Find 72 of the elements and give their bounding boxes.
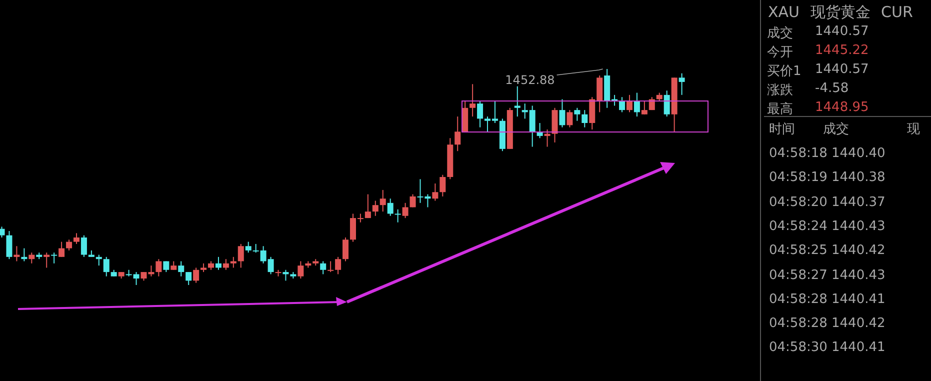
candlestick bbox=[80, 234, 87, 258]
text: 今开 1445.22 bbox=[767, 43, 869, 60]
candlestick bbox=[477, 100, 484, 128]
candlestick bbox=[103, 256, 110, 277]
candlestick bbox=[163, 260, 170, 273]
text: 时间 成交 现 bbox=[769, 122, 920, 137]
candlestick bbox=[387, 198, 394, 216]
candlestick bbox=[514, 86, 520, 118]
candlestick bbox=[222, 258, 229, 270]
candlestick bbox=[559, 98, 566, 128]
annotation: 1452.88 bbox=[505, 73, 555, 87]
text: 04:58:25 1440.42 bbox=[769, 243, 886, 258]
candlestick bbox=[0, 226, 5, 238]
candlestick bbox=[364, 194, 371, 219]
candlestick bbox=[328, 260, 334, 273]
candlestick bbox=[470, 84, 476, 118]
text: 最高 1448.95 bbox=[767, 100, 869, 117]
candlestick bbox=[58, 241, 65, 258]
text: 04:58:30 1440.41 bbox=[769, 340, 886, 356]
candlestick bbox=[566, 110, 573, 128]
text: XAU 现货黄金 CUR bbox=[768, 3, 913, 22]
candlestick bbox=[28, 252, 35, 264]
candlestick bbox=[193, 267, 200, 284]
text: 买价1 1440.57 bbox=[767, 62, 869, 80]
text: 04:58:24 1440.43 bbox=[769, 218, 886, 234]
candlestick bbox=[440, 174, 446, 197]
text: 04:58:28 1440.41 bbox=[769, 292, 886, 307]
text: 成交 1440.57 bbox=[767, 24, 869, 41]
candlestick bbox=[544, 128, 550, 148]
candlestick bbox=[552, 107, 558, 143]
candlestick bbox=[245, 241, 252, 254]
candlestick bbox=[342, 236, 349, 262]
text: 04:58:27 1440.43 bbox=[769, 268, 886, 282]
candlestick bbox=[634, 92, 640, 118]
candlestick bbox=[402, 202, 408, 219]
candlestick bbox=[582, 110, 588, 128]
candlestick bbox=[394, 208, 401, 223]
candlestick bbox=[432, 182, 438, 202]
candlestick bbox=[335, 256, 342, 275]
candlestick bbox=[626, 94, 632, 113]
text: 04:58:19 1440.38 bbox=[769, 170, 886, 186]
candlestick bbox=[678, 72, 685, 96]
text: 04:58:20 1440.37 bbox=[769, 194, 886, 210]
candlestick bbox=[320, 260, 326, 275]
candlestick bbox=[282, 269, 289, 282]
candlestick bbox=[410, 194, 416, 208]
candlestick bbox=[298, 260, 304, 280]
text: 04:58:18 1440.40 bbox=[769, 146, 886, 161]
candlestick bbox=[186, 272, 192, 285]
text: 涨跌 -4.58 bbox=[767, 81, 849, 98]
candlestick bbox=[641, 100, 648, 115]
candlestick bbox=[51, 252, 58, 264]
candlestick bbox=[44, 252, 50, 268]
candlestick bbox=[230, 256, 236, 268]
candlestick bbox=[372, 200, 378, 216]
candlestick bbox=[380, 189, 386, 212]
candlestick bbox=[6, 230, 12, 260]
candlestick bbox=[73, 232, 80, 244]
candlestick bbox=[215, 256, 222, 270]
candlestick bbox=[178, 260, 184, 277]
candlestick bbox=[96, 254, 102, 266]
candlestick bbox=[66, 239, 72, 251]
candlestick bbox=[21, 248, 28, 262]
candlestick bbox=[574, 107, 580, 122]
candlestick bbox=[619, 96, 626, 113]
candlestick bbox=[462, 100, 468, 132]
candlestick bbox=[664, 90, 670, 118]
candlestick bbox=[454, 116, 461, 152]
text: 04:58:28 1440.42 bbox=[769, 316, 886, 332]
candlestick bbox=[238, 243, 244, 268]
candlestick bbox=[156, 258, 162, 277]
candlestick bbox=[14, 246, 20, 262]
